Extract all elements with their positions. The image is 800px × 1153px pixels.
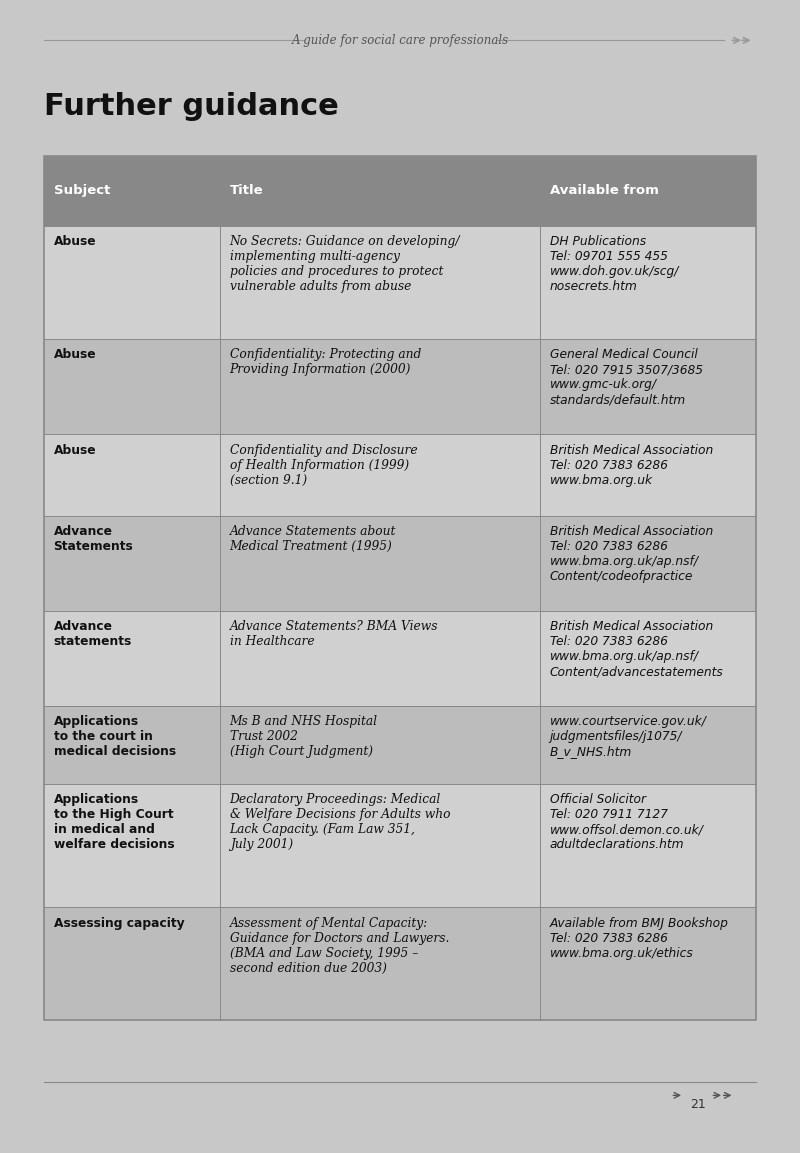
Text: Applications
to the High Court
in medical and
welfare decisions: Applications to the High Court in medica… xyxy=(54,793,174,851)
Text: Confidentiality and Disclosure
of Health Information (1999)
(section 9.1): Confidentiality and Disclosure of Health… xyxy=(230,444,418,487)
Text: British Medical Association
Tel: 020 7383 6286
www.bma.org.uk: British Medical Association Tel: 020 738… xyxy=(550,444,713,487)
Text: British Medical Association
Tel: 020 7383 6286
www.bma.org.uk/ap.nsf/
Content/ad: British Medical Association Tel: 020 738… xyxy=(550,620,723,678)
Text: Available from: Available from xyxy=(550,184,658,197)
Text: Further guidance: Further guidance xyxy=(44,92,338,121)
Text: Applications
to the court in
medical decisions: Applications to the court in medical dec… xyxy=(54,716,176,759)
Text: Confidentiality: Protecting and
Providing Information (2000): Confidentiality: Protecting and Providin… xyxy=(230,348,421,376)
Text: Official Solicitor
Tel: 020 7911 7127
www.offsol.demon.co.uk/
adultdeclarations.: Official Solicitor Tel: 020 7911 7127 ww… xyxy=(550,793,703,851)
Bar xyxy=(44,226,756,339)
Text: Advance Statements? BMA Views
in Healthcare: Advance Statements? BMA Views in Healthc… xyxy=(230,620,438,648)
Text: www.courtservice.gov.uk/
judgmentsfiles/j1075/
B_v_NHS.htm: www.courtservice.gov.uk/ judgmentsfiles/… xyxy=(550,716,706,759)
Bar xyxy=(44,156,756,1020)
Text: Title: Title xyxy=(230,184,263,197)
Bar xyxy=(44,339,756,435)
Text: Declaratory Proceedings: Medical
& Welfare Decisions for Adults who
Lack Capacit: Declaratory Proceedings: Medical & Welfa… xyxy=(230,793,450,851)
Text: Assessing capacity: Assessing capacity xyxy=(54,917,184,929)
Text: DH Publications
Tel: 09701 555 455
www.doh.gov.uk/scg/
nosecrets.htm: DH Publications Tel: 09701 555 455 www.d… xyxy=(550,235,679,294)
Text: Abuse: Abuse xyxy=(54,348,96,361)
Text: Available from BMJ Bookshop
Tel: 020 7383 6286
www.bma.org.uk/ethics: Available from BMJ Bookshop Tel: 020 738… xyxy=(550,917,729,959)
Text: Subject: Subject xyxy=(54,184,110,197)
Text: British Medical Association
Tel: 020 7383 6286
www.bma.org.uk/ap.nsf/
Content/co: British Medical Association Tel: 020 738… xyxy=(550,525,713,583)
Bar xyxy=(44,515,756,611)
Bar xyxy=(44,907,756,1020)
Bar xyxy=(44,611,756,707)
Text: Advance
statements: Advance statements xyxy=(54,620,132,648)
Text: Abuse: Abuse xyxy=(54,444,96,457)
Bar xyxy=(44,156,756,226)
Text: 21: 21 xyxy=(690,1098,706,1110)
Bar xyxy=(44,435,756,515)
Text: Advance
Statements: Advance Statements xyxy=(54,525,134,553)
Text: General Medical Council
Tel: 020 7915 3507/3685
www.gmc-uk.org/
standards/defaul: General Medical Council Tel: 020 7915 35… xyxy=(550,348,702,406)
Text: A guide for social care professionals: A guide for social care professionals xyxy=(291,33,509,47)
Bar xyxy=(44,784,756,907)
Text: Assessment of Mental Capacity:
Guidance for Doctors and Lawyers.
(BMA and Law So: Assessment of Mental Capacity: Guidance … xyxy=(230,917,449,974)
Text: Abuse: Abuse xyxy=(54,235,96,248)
Bar xyxy=(44,707,756,784)
Text: Ms B and NHS Hospital
Trust 2002
(High Court Judgment): Ms B and NHS Hospital Trust 2002 (High C… xyxy=(230,716,378,759)
Text: Advance Statements about
Medical Treatment (1995): Advance Statements about Medical Treatme… xyxy=(230,525,396,553)
Text: No Secrets: Guidance on developing/
implementing multi-agency
policies and proce: No Secrets: Guidance on developing/ impl… xyxy=(230,235,460,294)
